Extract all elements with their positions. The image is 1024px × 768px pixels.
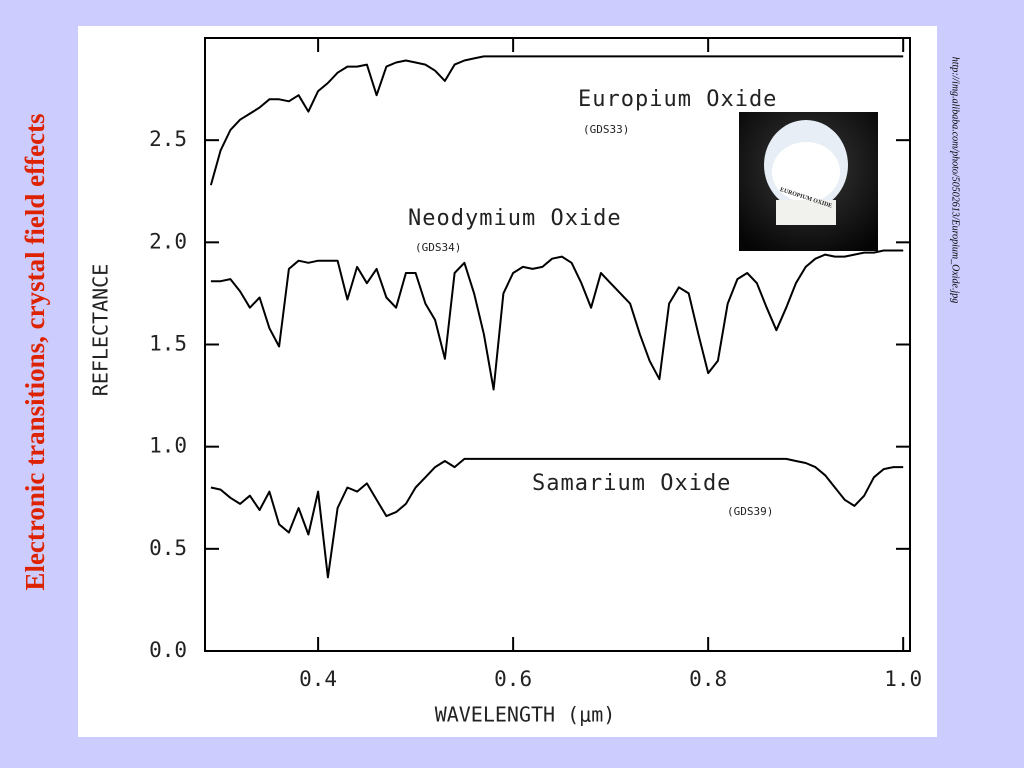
- annotation: (GDS39): [727, 505, 773, 518]
- y-tick-label: 2.0: [149, 229, 187, 253]
- plot: 0.0 0.5 1.0 1.5 2.0 2.5 0.4 0.6 0.8 1.0 WAVELENGTH…: [89, 38, 922, 727]
- x-tick-label: 0.8: [689, 667, 727, 691]
- plot-frame: [204, 37, 911, 652]
- annotation: (GDS33): [583, 123, 629, 136]
- y-tick-label: 0.0: [149, 638, 187, 662]
- y-tick-label: 0.5: [149, 536, 187, 560]
- series-line: [209, 55, 904, 186]
- source-url: http://img.alibaba.com/photo/50502613/Eu…: [950, 57, 961, 304]
- bottle-base: [776, 200, 836, 225]
- annotation: (GDS34): [415, 241, 461, 254]
- x-tick-label: 1.0: [884, 667, 922, 691]
- y-tick-label: 2.5: [149, 127, 187, 151]
- x-tick-label: 0.6: [494, 667, 532, 691]
- y-tick-label: 1.0: [149, 434, 187, 458]
- annotation: Europium Oxide: [578, 87, 777, 112]
- x-axis-title: WAVELENGTH (μm): [435, 703, 616, 727]
- powder: [772, 142, 840, 202]
- y-axis-title: REFLECTANCE: [89, 264, 113, 396]
- y-tick-label: 1.5: [149, 332, 187, 356]
- series-line: [210, 249, 904, 391]
- annotation: Samarium Oxide: [532, 471, 731, 496]
- slide-title: Electronic transitions, crystal field ef…: [20, 113, 50, 590]
- series-line: [210, 457, 904, 579]
- x-tick-label: 0.4: [299, 667, 337, 691]
- photo: EUROPIUM OXIDE: [739, 112, 878, 251]
- annotation: Neodymium Oxide: [408, 206, 622, 231]
